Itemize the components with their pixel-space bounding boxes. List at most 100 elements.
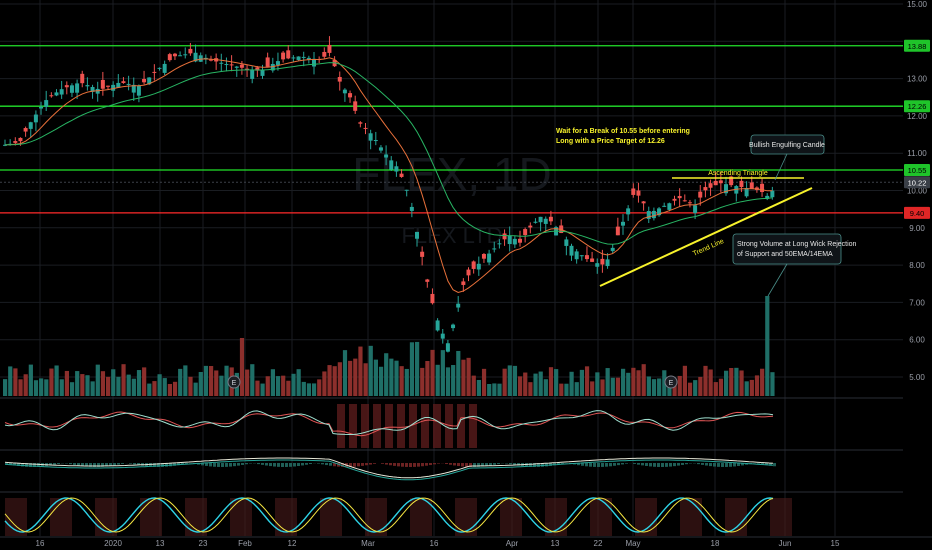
volume-bar xyxy=(142,367,147,396)
candle-body xyxy=(136,85,141,96)
candle-body xyxy=(394,166,399,172)
volume-bar xyxy=(415,341,420,396)
volume-bar xyxy=(245,369,250,396)
histogram-bar xyxy=(413,463,416,467)
histogram-bar xyxy=(597,463,600,467)
volume-bar xyxy=(198,371,203,396)
x-tick-label: 12 xyxy=(288,539,297,548)
volume-bar xyxy=(456,350,461,396)
candle-body xyxy=(471,261,476,269)
candle-body xyxy=(502,233,507,240)
time-axis[interactable]: 16 2020 13 23 Feb 12 Mar 16 Apr 13 22 May 18 Jun 15 xyxy=(0,536,932,548)
level-tag-label: 10.55 xyxy=(908,166,927,175)
histogram-bar xyxy=(533,463,536,467)
level-tag-bg xyxy=(904,206,930,219)
histogram-bar xyxy=(353,463,356,467)
candle-body xyxy=(301,56,306,58)
trend-line xyxy=(599,187,813,287)
volume-bar xyxy=(44,379,49,396)
candle-body xyxy=(234,66,239,68)
candle-body xyxy=(713,180,718,186)
candle-body xyxy=(497,243,502,245)
candle-body xyxy=(172,53,177,57)
candle-body xyxy=(693,205,698,213)
volume-bar xyxy=(734,367,739,396)
candle-body xyxy=(54,92,59,96)
candle-body xyxy=(188,48,193,54)
x-tick-label: May xyxy=(625,539,640,548)
volume-bar xyxy=(275,376,281,396)
volume-bar xyxy=(641,364,646,396)
candle-body xyxy=(373,140,378,142)
volume-bar xyxy=(250,364,255,396)
histogram-bar xyxy=(237,463,240,466)
candle-body xyxy=(425,279,430,282)
volume-bar xyxy=(363,363,368,396)
histogram-bar xyxy=(609,463,612,467)
indicator-bar xyxy=(409,404,417,448)
volume-bar xyxy=(451,365,456,396)
histogram-bar xyxy=(97,463,100,467)
stoch-band xyxy=(500,498,522,536)
candle-body xyxy=(584,255,589,260)
volume-bar xyxy=(306,383,312,396)
x-tick-label: Mar xyxy=(361,539,375,548)
histogram-bar xyxy=(489,463,492,466)
histogram-bar xyxy=(669,463,672,467)
volume-bar xyxy=(605,368,610,396)
volume-bar xyxy=(754,375,760,396)
candle-body xyxy=(415,231,419,239)
candle-body xyxy=(667,203,672,210)
candle-body xyxy=(142,78,147,83)
volume-bar xyxy=(13,368,18,396)
volume-bar xyxy=(770,372,775,396)
histogram-bar xyxy=(437,463,440,464)
indicator-bar xyxy=(457,404,465,448)
candle-body xyxy=(121,81,126,83)
volume-bar xyxy=(219,375,224,396)
histogram-bar xyxy=(653,463,656,467)
histogram-bar xyxy=(729,463,732,467)
histogram-bar xyxy=(469,463,472,467)
volume-bar xyxy=(739,370,744,396)
histogram-bar xyxy=(665,463,668,467)
volume-bar xyxy=(435,364,440,396)
histogram-bar xyxy=(581,463,584,466)
histogram-bar xyxy=(265,463,268,466)
candle-body xyxy=(183,54,188,56)
earnings-marker-1[interactable]: E xyxy=(227,375,241,389)
histogram-bar xyxy=(181,463,184,465)
candle-body xyxy=(44,100,49,107)
volume-bar xyxy=(595,372,600,396)
histogram-bar xyxy=(297,463,300,467)
histogram-bar xyxy=(537,463,540,467)
candle-body xyxy=(492,248,497,250)
volume-bar xyxy=(481,368,487,396)
candle-body xyxy=(600,258,605,265)
candle-body xyxy=(33,114,38,123)
volume-bar xyxy=(744,381,749,396)
histogram-bar xyxy=(409,463,412,467)
level-tag-bg xyxy=(904,163,930,176)
volume-bar xyxy=(533,373,538,396)
histogram-bar xyxy=(661,463,664,467)
volume-bar xyxy=(64,370,69,396)
earnings-marker-2[interactable]: E xyxy=(664,375,678,389)
volume-bar xyxy=(559,383,564,396)
watermark-symbol: FLEX, 1D xyxy=(352,148,551,200)
volume-bar xyxy=(8,366,13,396)
price-axis[interactable]: 5.00 6.00 7.00 8.00 9.00 10.00 11.00 12.00 13.00… xyxy=(903,0,932,550)
histogram-bar xyxy=(317,463,320,464)
candle-body xyxy=(440,333,445,339)
volume-bar xyxy=(476,379,481,396)
wait-break-note-1: Wait for a Break of 10.55 before enterin… xyxy=(556,128,690,135)
volume-bar xyxy=(497,383,502,396)
volume-bar xyxy=(672,382,677,396)
volume-bar xyxy=(590,381,595,396)
candle-body xyxy=(239,64,244,68)
y-tick-label: 13.00 xyxy=(907,75,928,84)
candle-body xyxy=(286,50,291,59)
histogram-bar xyxy=(381,463,384,464)
volume-bar xyxy=(466,357,471,396)
